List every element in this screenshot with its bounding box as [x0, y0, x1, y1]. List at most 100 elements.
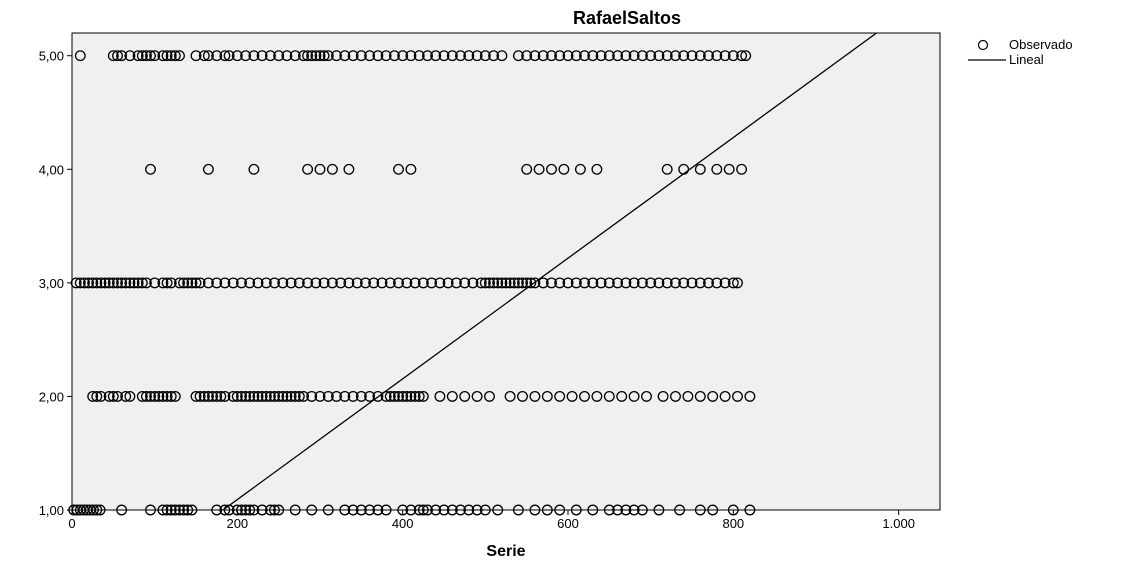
- scatter-point: [140, 390, 152, 402]
- scatter-point: [384, 277, 396, 289]
- scatter-point: [116, 50, 128, 62]
- scatter-point: [393, 277, 404, 289]
- scatter-point: [132, 50, 144, 62]
- scatter-point: [314, 163, 326, 175]
- scatter-point: [732, 277, 743, 289]
- scatter-point: [405, 50, 417, 62]
- scatter-point: [277, 390, 289, 402]
- scatter-point: [707, 504, 719, 516]
- scatter-point: [174, 277, 185, 289]
- scatter-point: [74, 277, 86, 289]
- scatter-point: [260, 277, 272, 289]
- scatter-point: [645, 50, 657, 62]
- scatter-point: [298, 50, 309, 62]
- scatter-point: [488, 277, 500, 289]
- scatter-point: [678, 50, 690, 62]
- scatter-point: [409, 277, 421, 289]
- scatter-point: [244, 504, 256, 516]
- scatter-point: [587, 277, 599, 289]
- scatter-point: [620, 504, 632, 516]
- scatter-point: [140, 277, 152, 289]
- scatter-point: [244, 277, 256, 289]
- scatter-point: [219, 277, 231, 289]
- scatter-point: [248, 163, 260, 175]
- scatter-point: [236, 277, 247, 289]
- scatter-point: [174, 50, 185, 62]
- scatter-point: [612, 277, 624, 289]
- scatter-point: [314, 390, 326, 402]
- scatter-point: [364, 390, 376, 402]
- scatter-point: [310, 50, 322, 62]
- y-tick-label: 3,00: [39, 276, 64, 291]
- scatter-point: [562, 277, 574, 289]
- x-tick-label: 800: [722, 516, 744, 531]
- scatter-point: [202, 163, 214, 175]
- scatter-point: [401, 390, 413, 402]
- scatter-point: [430, 50, 442, 62]
- scatter-point: [211, 277, 223, 289]
- scatter-point: [91, 277, 103, 289]
- scatter-point: [446, 50, 458, 62]
- plot-background: [71, 32, 941, 511]
- scatter-point: [145, 504, 156, 516]
- scatter-point: [145, 390, 156, 402]
- scatter-point: [376, 277, 388, 289]
- scatter-point: [248, 390, 260, 402]
- scatter-point: [636, 277, 648, 289]
- scatter-point: [91, 390, 103, 402]
- scatter-point: [579, 277, 590, 289]
- scatter-point: [343, 277, 355, 289]
- scatter-point: [78, 277, 90, 289]
- scatter-point: [711, 277, 723, 289]
- scatter-point: [273, 390, 285, 402]
- scatter-point: [355, 390, 367, 402]
- scatter-point: [546, 163, 557, 175]
- scatter-point: [388, 390, 400, 402]
- scatter-point: [504, 390, 516, 402]
- scatter-point: [343, 163, 355, 175]
- scatter-point: [293, 390, 305, 402]
- x-axis: 0 200 400 600 800 1.000: [68, 510, 915, 531]
- y-tick-label: 4,00: [39, 162, 64, 177]
- chart-title: RafaelSaltos: [573, 8, 681, 28]
- scatter-point: [471, 504, 483, 516]
- scatter-point: [570, 277, 582, 289]
- scatter-point: [331, 390, 342, 402]
- scatter-point: [87, 390, 99, 402]
- scatter-point: [422, 504, 433, 516]
- scatter-point: [674, 504, 686, 516]
- scatter-point: [434, 390, 446, 402]
- scatter-point: [94, 504, 106, 516]
- scatter-point: [546, 50, 557, 62]
- scatter-point: [603, 390, 615, 402]
- scatter-point: [285, 390, 297, 402]
- scatter-point: [161, 504, 173, 516]
- scatter-point: [380, 504, 392, 516]
- scatter-point: [107, 277, 119, 289]
- scatter-point: [694, 277, 706, 289]
- scatter-point: [529, 504, 541, 516]
- y-tick-label: 5,00: [39, 49, 64, 64]
- scatter-point: [670, 50, 681, 62]
- scatter-point: [289, 504, 301, 516]
- scatter-point: [236, 504, 247, 516]
- scatter-point: [661, 163, 673, 175]
- scatter-point: [450, 277, 462, 289]
- scatter-point: [107, 390, 119, 402]
- scatter-point: [116, 504, 128, 516]
- scatter-point: [537, 50, 549, 62]
- scatter-point: [496, 277, 508, 289]
- y-axis: 1,00 2,00 3,00 4,00 5,00: [39, 49, 72, 518]
- scatter-point: [339, 50, 351, 62]
- scatter-point: [211, 504, 223, 516]
- scatter-point: [256, 50, 268, 62]
- scatter-point: [661, 50, 673, 62]
- scatter-point: [603, 277, 615, 289]
- scatter-point: [281, 50, 293, 62]
- scatter-point: [736, 50, 748, 62]
- scatter-point: [521, 163, 533, 175]
- scatter-point: [554, 50, 566, 62]
- scatter-point: [512, 504, 524, 516]
- scatter-point: [198, 390, 210, 402]
